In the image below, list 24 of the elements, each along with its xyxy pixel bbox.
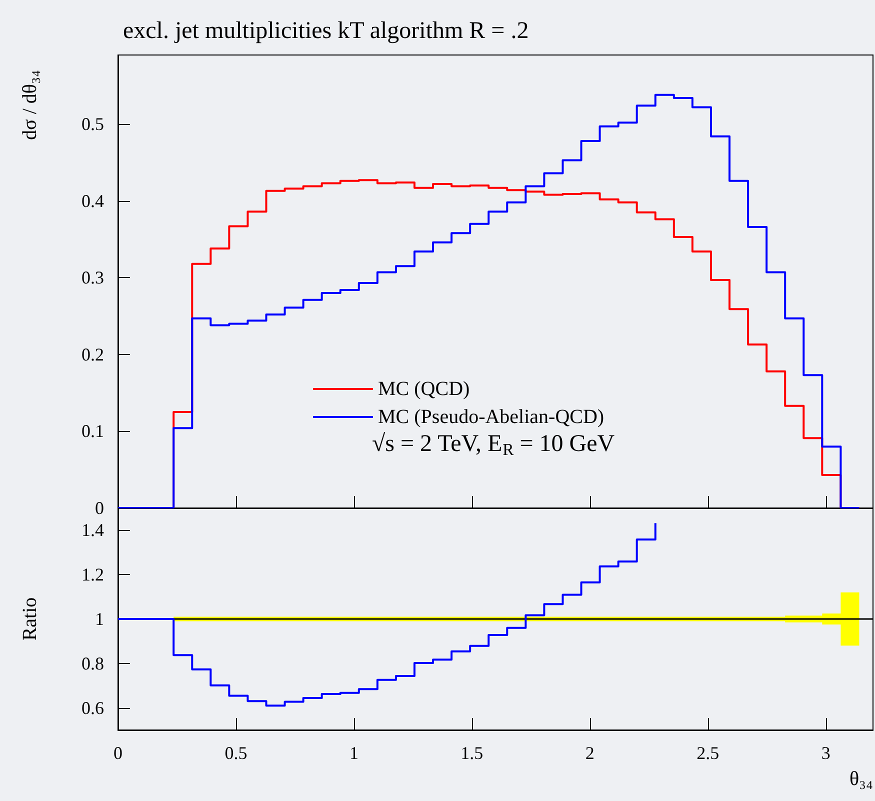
y-tick-label: 1 <box>95 609 104 629</box>
y-tick-label: 1.4 <box>82 520 104 540</box>
y-tick-label: 0 <box>95 498 104 518</box>
x-tick-label: 2 <box>585 743 594 763</box>
x-tick-label: 1.5 <box>460 743 484 763</box>
legend-label: MC (Pseudo-Abelian-QCD) <box>378 406 604 428</box>
y-tick-label: 0.2 <box>82 344 104 364</box>
y-tick-label: 0.8 <box>82 653 104 674</box>
x-axis-title: θ₃₄ <box>849 768 874 790</box>
y-tick-label: 0.5 <box>82 114 104 134</box>
y-tick-label: 1.2 <box>82 564 104 585</box>
x-tick-label: 0.5 <box>224 743 248 763</box>
x-tick-label: 0 <box>114 743 122 763</box>
y-tick-label: 0.4 <box>82 190 104 211</box>
y-axis-title: Ratio <box>19 597 41 641</box>
x-tick-label: 3 <box>821 743 830 763</box>
y-tick-label: 0.6 <box>82 698 104 718</box>
chart-title: excl. jet multiplicities kT algorithm R = .2 <box>123 18 529 44</box>
legend-label: MC (QCD) <box>378 378 470 400</box>
x-tick-label: 2.5 <box>696 743 720 763</box>
y-tick-label: 0.3 <box>82 268 104 288</box>
y-tick-label: 0.1 <box>82 421 104 442</box>
x-tick-label: 1 <box>349 743 358 763</box>
y-axis-title: dσ / dθ₃₄ <box>19 70 41 140</box>
